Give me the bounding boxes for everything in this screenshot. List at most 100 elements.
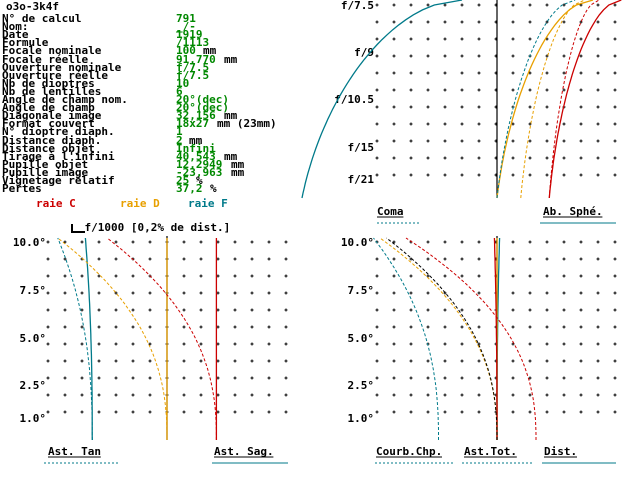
y-tick-label: 10.0° xyxy=(341,236,374,249)
param-value: 18x27 xyxy=(176,117,210,131)
param-unit: mm xyxy=(189,133,203,147)
param-label: Formule xyxy=(2,36,49,50)
param-value: 10 xyxy=(176,76,190,90)
param-label: Date xyxy=(2,28,29,42)
series-line xyxy=(548,0,600,199)
param-label: Format couvert xyxy=(2,117,95,131)
param-value: Infini xyxy=(176,141,216,155)
series-line xyxy=(548,0,622,199)
y-tick-label: 5.0° xyxy=(348,332,375,345)
y-tick-label: 2.5° xyxy=(348,379,375,392)
scale-bar-icon xyxy=(70,224,85,233)
param-unit: mm xyxy=(231,157,245,171)
param-unit: mm xyxy=(224,109,238,123)
series-line xyxy=(379,237,498,440)
series-line xyxy=(496,0,576,199)
param-label: Vignetage relatif xyxy=(2,174,115,187)
param-unit: mm xyxy=(231,165,245,179)
param-value: f/7.5 xyxy=(176,68,210,82)
series-line xyxy=(496,0,594,199)
y-tick-label: 5.0° xyxy=(20,332,47,345)
param-label: Tirage à l'infini xyxy=(2,149,115,163)
param-unit: mm xyxy=(203,44,217,58)
x-axis-label: Ast.Tot. xyxy=(464,445,517,458)
param-value: 2 xyxy=(176,133,183,147)
series-line xyxy=(84,237,93,441)
param-label: Pertes xyxy=(2,182,42,196)
param-label: Nb de dioptres xyxy=(2,76,95,90)
param-value: 1919 xyxy=(176,28,203,42)
param-label: N° de calcul xyxy=(2,12,82,25)
series-line xyxy=(405,237,537,440)
param-value: 12,2949 xyxy=(176,157,223,171)
param-value: 40,543 xyxy=(176,149,216,163)
param-value: 91,770 xyxy=(176,52,216,66)
y-tick-label: f/15 xyxy=(348,141,375,154)
grid-tick xyxy=(46,240,288,414)
legend-c: raie C xyxy=(36,197,76,210)
y-tick-label: f/10.5 xyxy=(334,93,374,106)
param-label: Nb de lentilles xyxy=(2,84,102,98)
y-tick-label: 7.5° xyxy=(20,284,47,297)
param-label: Ouverture réelle xyxy=(2,68,108,82)
series-line xyxy=(373,237,439,440)
y-tick-label: 10.0° xyxy=(13,236,46,249)
param-label: Angle de champ nom. xyxy=(2,93,128,106)
series-line xyxy=(386,237,498,440)
param-unit: mm xyxy=(224,52,238,66)
series-line xyxy=(520,0,585,199)
param-label: Focale nominale xyxy=(2,44,102,58)
param-value: 791 xyxy=(176,12,196,25)
y-tick-label: 1.0° xyxy=(20,412,47,425)
y-tick-label: f/9 xyxy=(354,46,374,59)
scale-note: f/1000 [0,2% de dist.] xyxy=(44,213,230,243)
param-value: _/- xyxy=(176,20,196,34)
param-value: -23,963 xyxy=(176,165,223,179)
param-value: 37,2 xyxy=(176,182,203,196)
param-label: Pupille image xyxy=(2,165,89,179)
series-line xyxy=(57,237,93,441)
param-value: 6 xyxy=(176,84,183,98)
param-value: 32,156 xyxy=(176,109,216,123)
param-value: 100 xyxy=(176,44,196,58)
param-label: Angle de champ xyxy=(2,101,95,115)
x-axis-label: Courb.Chp. xyxy=(376,445,442,458)
param-label: Ouverture nominale xyxy=(2,60,122,74)
param-label: Diagonale image xyxy=(2,109,102,123)
grid-tick xyxy=(375,3,617,177)
param-label: Nom: xyxy=(2,20,29,34)
param-value: 1 xyxy=(176,125,183,139)
param-unit: % xyxy=(196,174,203,187)
param-value: 20°(dec) xyxy=(176,101,229,115)
series-line xyxy=(493,237,498,440)
y-tick-label: 7.5° xyxy=(348,284,375,297)
x-axis-label: Ast. Sag. xyxy=(214,445,274,458)
param-unit: % xyxy=(210,182,217,196)
x-axis-label: Ab. Sphé. xyxy=(543,205,603,218)
param-unit: mm xyxy=(224,149,238,163)
param-label: Distance diaph. xyxy=(2,133,102,147)
y-tick-label: f/7.5 xyxy=(341,0,374,12)
series-line xyxy=(106,237,217,440)
param-unit: mm (23mm) xyxy=(217,117,277,131)
legend-d: raie D xyxy=(120,197,160,210)
y-tick-label: 2.5° xyxy=(20,379,47,392)
calculation-title: o3o-3k4f xyxy=(6,0,59,13)
param-value: 25 xyxy=(176,174,190,187)
param-value: 20°(dec) xyxy=(176,93,229,106)
y-tick-label: 1.0° xyxy=(348,412,375,425)
x-axis-label: Ast. Tan xyxy=(48,445,101,458)
param-label: Pupille objet xyxy=(2,157,89,171)
y-tick-label: f/21 xyxy=(348,173,375,186)
scale-note-text: f/1000 [0,2% de dist.] xyxy=(84,221,231,234)
series-line xyxy=(57,237,168,440)
param-label: Focale réelle xyxy=(2,52,89,66)
x-axis-label: Coma xyxy=(377,205,404,218)
param-label: Distance objet xyxy=(2,141,95,155)
x-axis-label: Dist. xyxy=(544,445,577,458)
param-value: /1113 xyxy=(176,36,210,50)
param-value: f/7.5 xyxy=(176,60,210,74)
legend-f: raie F xyxy=(188,197,228,210)
